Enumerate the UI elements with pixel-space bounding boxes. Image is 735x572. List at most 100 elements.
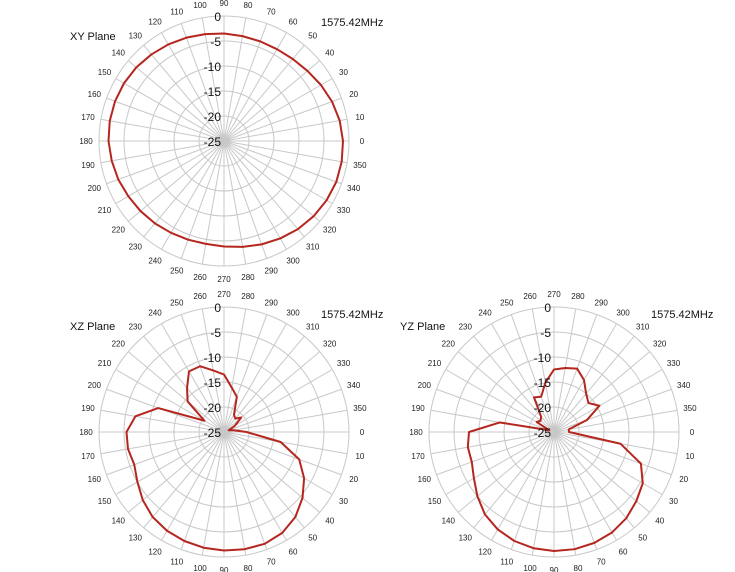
angle-tick-label: 130 bbox=[129, 534, 143, 543]
grid-spoke bbox=[127, 431, 225, 513]
angle-tick-label: 10 bbox=[355, 452, 364, 461]
angle-tick-label: 200 bbox=[88, 184, 102, 193]
angle-tick-label: 170 bbox=[411, 452, 425, 461]
angle-tick-label: 130 bbox=[129, 31, 143, 40]
angle-tick-label: 250 bbox=[170, 267, 184, 276]
grid-spoke bbox=[223, 431, 268, 550]
grid-spoke bbox=[436, 431, 555, 476]
grid-spoke bbox=[180, 431, 225, 550]
angle-tick-label: 240 bbox=[148, 308, 162, 317]
angle-tick-label: 270 bbox=[217, 275, 231, 284]
angle-tick-label: 240 bbox=[148, 257, 162, 266]
grid-spoke bbox=[510, 431, 555, 550]
plane-title: XY Plane bbox=[70, 31, 116, 43]
grid-spoke bbox=[553, 431, 663, 495]
angle-tick-label: 220 bbox=[112, 226, 126, 235]
angle-tick-label: 320 bbox=[323, 339, 337, 348]
angle-tick-label: 280 bbox=[241, 273, 255, 282]
grid-spoke bbox=[161, 140, 225, 250]
angle-tick-label: 30 bbox=[339, 497, 348, 506]
angle-tick-label: 230 bbox=[459, 322, 473, 331]
grid-spoke bbox=[553, 409, 678, 433]
angle-tick-label: 0 bbox=[360, 137, 365, 146]
grid-spoke bbox=[553, 431, 617, 541]
angle-tick-label: 70 bbox=[267, 558, 276, 567]
radial-tick-label: -5 bbox=[210, 326, 221, 340]
angle-tick-label: 30 bbox=[669, 497, 678, 506]
grid-spoke bbox=[223, 60, 321, 142]
angle-tick-label: 0 bbox=[360, 428, 365, 437]
angle-tick-label: 180 bbox=[79, 137, 93, 146]
radial-tick-label: -15 bbox=[204, 376, 222, 390]
angle-tick-label: 180 bbox=[409, 428, 423, 437]
grid-spoke bbox=[100, 118, 225, 142]
grid-spoke bbox=[223, 409, 348, 433]
angle-tick-label: 300 bbox=[616, 308, 630, 317]
angle-tick-label: 310 bbox=[636, 322, 650, 331]
grid-spoke bbox=[223, 23, 268, 142]
angle-tick-label: 200 bbox=[418, 381, 432, 390]
angle-tick-label: 120 bbox=[478, 548, 492, 557]
grid-spoke bbox=[223, 97, 342, 142]
angle-tick-label: 220 bbox=[442, 339, 456, 348]
grid-spoke bbox=[115, 78, 225, 142]
angle-tick-label: 350 bbox=[353, 161, 367, 170]
angle-tick-label: 20 bbox=[349, 90, 358, 99]
angle-tick-label: 270 bbox=[547, 290, 561, 299]
radial-tick-label: 0 bbox=[214, 10, 221, 24]
grid-spoke bbox=[223, 431, 321, 513]
angle-tick-label: 290 bbox=[265, 267, 279, 276]
angle-tick-label: 110 bbox=[170, 558, 183, 567]
grid-spoke bbox=[115, 431, 225, 495]
grid-spoke bbox=[445, 431, 555, 495]
grid-spoke bbox=[161, 323, 225, 433]
grid-spoke bbox=[100, 140, 225, 164]
grid-spoke bbox=[115, 140, 225, 204]
angle-tick-label: 320 bbox=[653, 339, 667, 348]
angle-tick-label: 340 bbox=[347, 381, 361, 390]
angle-tick-label: 190 bbox=[81, 161, 95, 170]
angle-tick-label: 340 bbox=[347, 184, 361, 193]
angle-tick-label: 290 bbox=[595, 298, 609, 307]
angle-tick-label: 140 bbox=[112, 517, 126, 526]
grid-spoke bbox=[553, 335, 635, 433]
grid-spoke bbox=[457, 431, 555, 513]
plane-title: YZ Plane bbox=[400, 321, 445, 333]
grid-spoke bbox=[510, 314, 555, 433]
angle-tick-label: 310 bbox=[306, 322, 320, 331]
grid-spoke bbox=[180, 23, 225, 142]
angle-tick-label: 50 bbox=[308, 31, 317, 40]
grid-spoke bbox=[430, 431, 555, 455]
radial-tick-label: -20 bbox=[204, 110, 222, 124]
angle-tick-label: 110 bbox=[500, 558, 513, 567]
angle-tick-label: 250 bbox=[500, 298, 514, 307]
grid-spoke bbox=[223, 431, 333, 495]
angle-tick-label: 110 bbox=[170, 7, 183, 16]
angle-tick-label: 120 bbox=[148, 17, 162, 26]
grid-spoke bbox=[223, 431, 305, 529]
grid-spoke bbox=[553, 431, 577, 556]
angle-tick-label: 330 bbox=[337, 359, 351, 368]
grid-spoke bbox=[553, 351, 651, 433]
grid-spoke bbox=[223, 17, 247, 142]
grid-spoke bbox=[223, 431, 348, 455]
angle-tick-label: 150 bbox=[98, 497, 112, 506]
angle-tick-label: 140 bbox=[442, 517, 456, 526]
radial-tick-label: -15 bbox=[204, 85, 222, 99]
grid-spoke bbox=[201, 17, 225, 142]
grid-spoke bbox=[553, 431, 635, 529]
angle-tick-label: 200 bbox=[88, 381, 102, 390]
grid-spoke bbox=[223, 140, 247, 265]
angle-tick-label: 330 bbox=[667, 359, 681, 368]
angle-tick-label: 280 bbox=[241, 292, 255, 301]
plane-title: XZ Plane bbox=[70, 321, 115, 333]
angle-tick-label: 30 bbox=[339, 68, 348, 77]
grid-spoke bbox=[223, 140, 342, 185]
grid-spoke bbox=[106, 431, 225, 476]
grid-spoke bbox=[223, 140, 268, 259]
grid-spoke bbox=[223, 140, 333, 204]
angle-tick-label: 350 bbox=[353, 404, 367, 413]
